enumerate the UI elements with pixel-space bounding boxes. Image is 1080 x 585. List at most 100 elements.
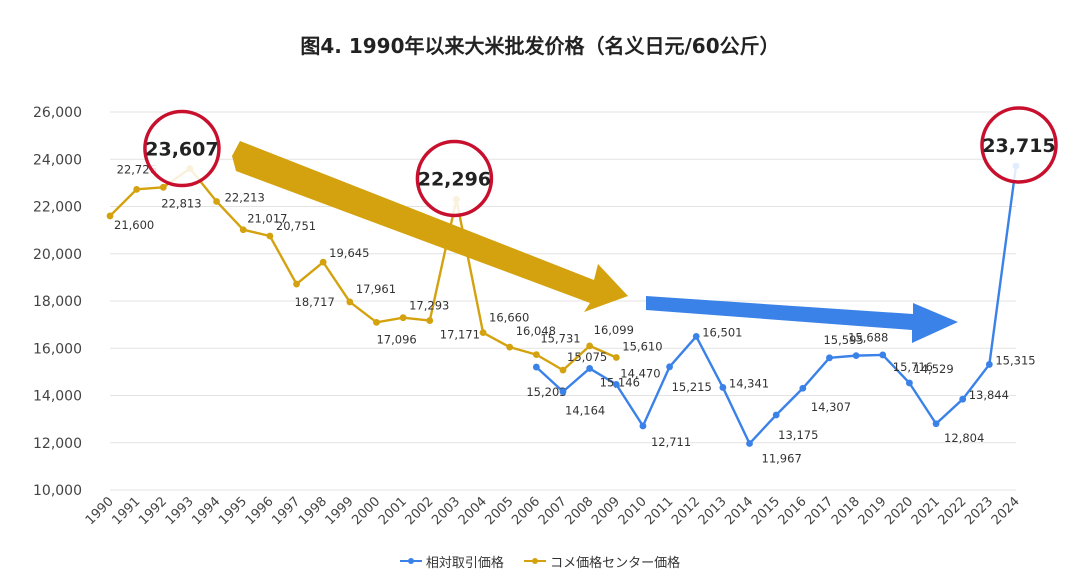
data-label: 14,470	[620, 366, 660, 380]
callout-circle	[415, 139, 494, 218]
data-label: 17,961	[356, 282, 396, 296]
data-label: 20,751	[276, 219, 316, 233]
x-tick-label: 2022	[936, 494, 970, 528]
x-tick-label: 2003	[429, 494, 463, 528]
data-point	[959, 395, 967, 403]
data-point	[346, 298, 354, 306]
data-point	[612, 354, 620, 361]
x-tick-label: 1993	[163, 494, 197, 528]
x-tick-label: 2019	[856, 494, 890, 528]
y-tick-label: 16,000	[33, 341, 82, 357]
data-label: 14,529	[913, 362, 953, 376]
data-point	[852, 352, 860, 360]
x-tick-label: 2017	[802, 494, 836, 528]
y-tick-label: 26,000	[33, 105, 82, 121]
y-tick-label: 14,000	[33, 389, 82, 405]
x-tick-label: 2018	[829, 494, 863, 528]
data-label: 12,711	[651, 435, 691, 449]
data-point	[159, 183, 167, 191]
data-point	[506, 343, 514, 351]
data-point	[772, 411, 780, 419]
data-label: 15,146	[600, 375, 640, 389]
data-point	[666, 363, 673, 371]
data-point	[879, 351, 887, 359]
data-label: 13,844	[969, 388, 1009, 402]
data-label: 15,215	[672, 380, 712, 394]
data-label: 13,175	[778, 428, 818, 442]
data-point	[532, 363, 540, 371]
data-label: 14,341	[729, 376, 769, 390]
y-tick-label: 24,000	[33, 152, 82, 168]
callout-label: 23,607	[145, 139, 218, 161]
x-tick-label: 2012	[669, 494, 703, 528]
x-tick-label: 2000	[349, 494, 383, 528]
x-tick-label: 1992	[136, 494, 170, 528]
data-label: 21,017	[247, 212, 287, 226]
legend: 相対取引価格 コメ価格センター価格	[0, 551, 1080, 571]
callout-label: 23,715	[982, 135, 1055, 157]
y-tick-label: 10,000	[33, 483, 82, 499]
data-label: 14,307	[811, 400, 851, 414]
data-label: 17,293	[409, 299, 449, 313]
data-label: 15,203	[526, 385, 566, 399]
data-point	[746, 440, 753, 447]
data-label: 15,075	[567, 350, 607, 364]
chart-title: 图4. 1990年以来大米批发价格（名义日元/60公斤）	[300, 34, 780, 58]
x-tick-label: 2015	[749, 494, 783, 528]
x-tick-label: 2020	[882, 494, 916, 528]
x-tick-label: 2002	[403, 494, 437, 528]
data-point	[479, 329, 487, 337]
x-tick-label: 2001	[376, 494, 410, 528]
x-tick-label: 2004	[456, 494, 490, 528]
x-tick-label: 1996	[243, 494, 277, 528]
x-tick-label: 2008	[562, 494, 596, 528]
x-tick-label: 2024	[989, 494, 1023, 528]
callout-label: 22,296	[418, 169, 491, 191]
x-tick-label: 2023	[962, 494, 996, 528]
x-tick-label: 2011	[642, 494, 676, 528]
x-tick-label: 2009	[589, 494, 623, 528]
data-point	[399, 314, 407, 322]
x-tick-label: 2013	[696, 494, 730, 528]
legend-item-relative-price: 相対取引価格	[399, 552, 504, 571]
data-label: 17,171	[440, 328, 480, 342]
callout-circle	[143, 109, 221, 188]
data-point	[426, 317, 434, 324]
data-label: 16,501	[702, 325, 742, 339]
data-label: 15,688	[848, 331, 888, 345]
data-point	[106, 212, 114, 220]
data-label: 18,717	[295, 295, 335, 309]
data-point	[985, 361, 993, 368]
x-tick-label: 1995	[216, 494, 250, 528]
data-point	[266, 232, 274, 240]
y-tick-label: 20,000	[33, 247, 82, 263]
data-label: 11,967	[762, 452, 802, 466]
data-point	[639, 422, 647, 430]
data-point	[586, 342, 594, 350]
data-point	[799, 384, 807, 392]
data-label: 16,660	[489, 311, 529, 325]
data-point	[586, 365, 594, 372]
x-tick-label: 2006	[509, 494, 543, 528]
x-tick-label: 2014	[722, 494, 756, 528]
x-tick-label: 1998	[296, 494, 330, 528]
y-tick-label: 18,000	[33, 294, 82, 310]
x-tick-label: 1999	[323, 494, 357, 528]
data-point	[319, 258, 327, 266]
data-label: 15,731	[540, 332, 580, 346]
data-point	[373, 318, 380, 326]
legend-label: コメ価格センター価格	[550, 555, 681, 571]
data-label: 15,610	[622, 339, 662, 353]
data-label: 21,600	[114, 218, 154, 232]
data-label: 22,213	[225, 190, 265, 204]
series-line	[535, 165, 1018, 445]
data-label: 16,048	[516, 324, 556, 338]
data-point	[719, 384, 727, 391]
data-point	[133, 185, 141, 193]
legend-item-center-price: コメ価格センター価格	[524, 552, 680, 571]
data-label: 15,315	[995, 353, 1035, 367]
trend-arrow-blue	[646, 296, 958, 343]
data-label: 14,164	[565, 404, 605, 418]
data-label: 12,804	[944, 431, 984, 445]
